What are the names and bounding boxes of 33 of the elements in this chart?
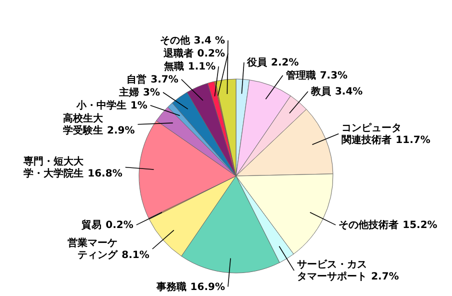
slice-label: その他技術者 bbox=[338, 218, 399, 231]
data-label: 2.9% bbox=[107, 125, 135, 136]
data-label: 3.4 % bbox=[194, 35, 225, 46]
data-label: 11.7% bbox=[396, 134, 430, 146]
data-label: 0.2% bbox=[106, 220, 134, 231]
data-label: 1% bbox=[130, 100, 148, 112]
slice-label: 営業マーケティング bbox=[68, 237, 119, 261]
slice-label: 主婦 bbox=[118, 86, 140, 98]
slice-label: サービス・カスタマーサポート bbox=[297, 258, 368, 283]
data-label: 8.1% bbox=[122, 250, 150, 261]
data-label: 16.9% bbox=[190, 282, 225, 293]
data-label: 1.1% bbox=[188, 61, 216, 72]
data-label: 15.2% bbox=[402, 220, 438, 231]
slice-label: 小・中学生 bbox=[75, 99, 126, 112]
data-label: 16.8% bbox=[88, 168, 122, 180]
data-label: 2.2% bbox=[271, 57, 299, 68]
slice-label: 管理職 bbox=[284, 69, 316, 82]
slice-label: 貿易 bbox=[80, 218, 102, 231]
slice-label: その他 bbox=[160, 34, 191, 46]
slice-label: 教員 bbox=[310, 85, 332, 98]
slice-label: 専門・短大大学・大学院生 bbox=[22, 155, 85, 180]
slice-label: 自営 bbox=[126, 73, 147, 86]
data-label: 3.7% bbox=[150, 74, 178, 86]
data-label: 0.2% bbox=[197, 48, 225, 60]
slice-label: 退職者 bbox=[162, 47, 194, 60]
data-label: 7.3% bbox=[320, 70, 348, 82]
slice-label: 役員 bbox=[246, 56, 268, 68]
data-label: 3.4% bbox=[334, 86, 363, 98]
data-label: 2.7% bbox=[371, 272, 399, 283]
slice-label: 事務職 bbox=[155, 280, 186, 293]
slice-label: 高校生大学受験生 bbox=[63, 112, 104, 136]
data-label: 3% bbox=[143, 87, 160, 98]
slice-label: 無職 bbox=[162, 60, 184, 72]
